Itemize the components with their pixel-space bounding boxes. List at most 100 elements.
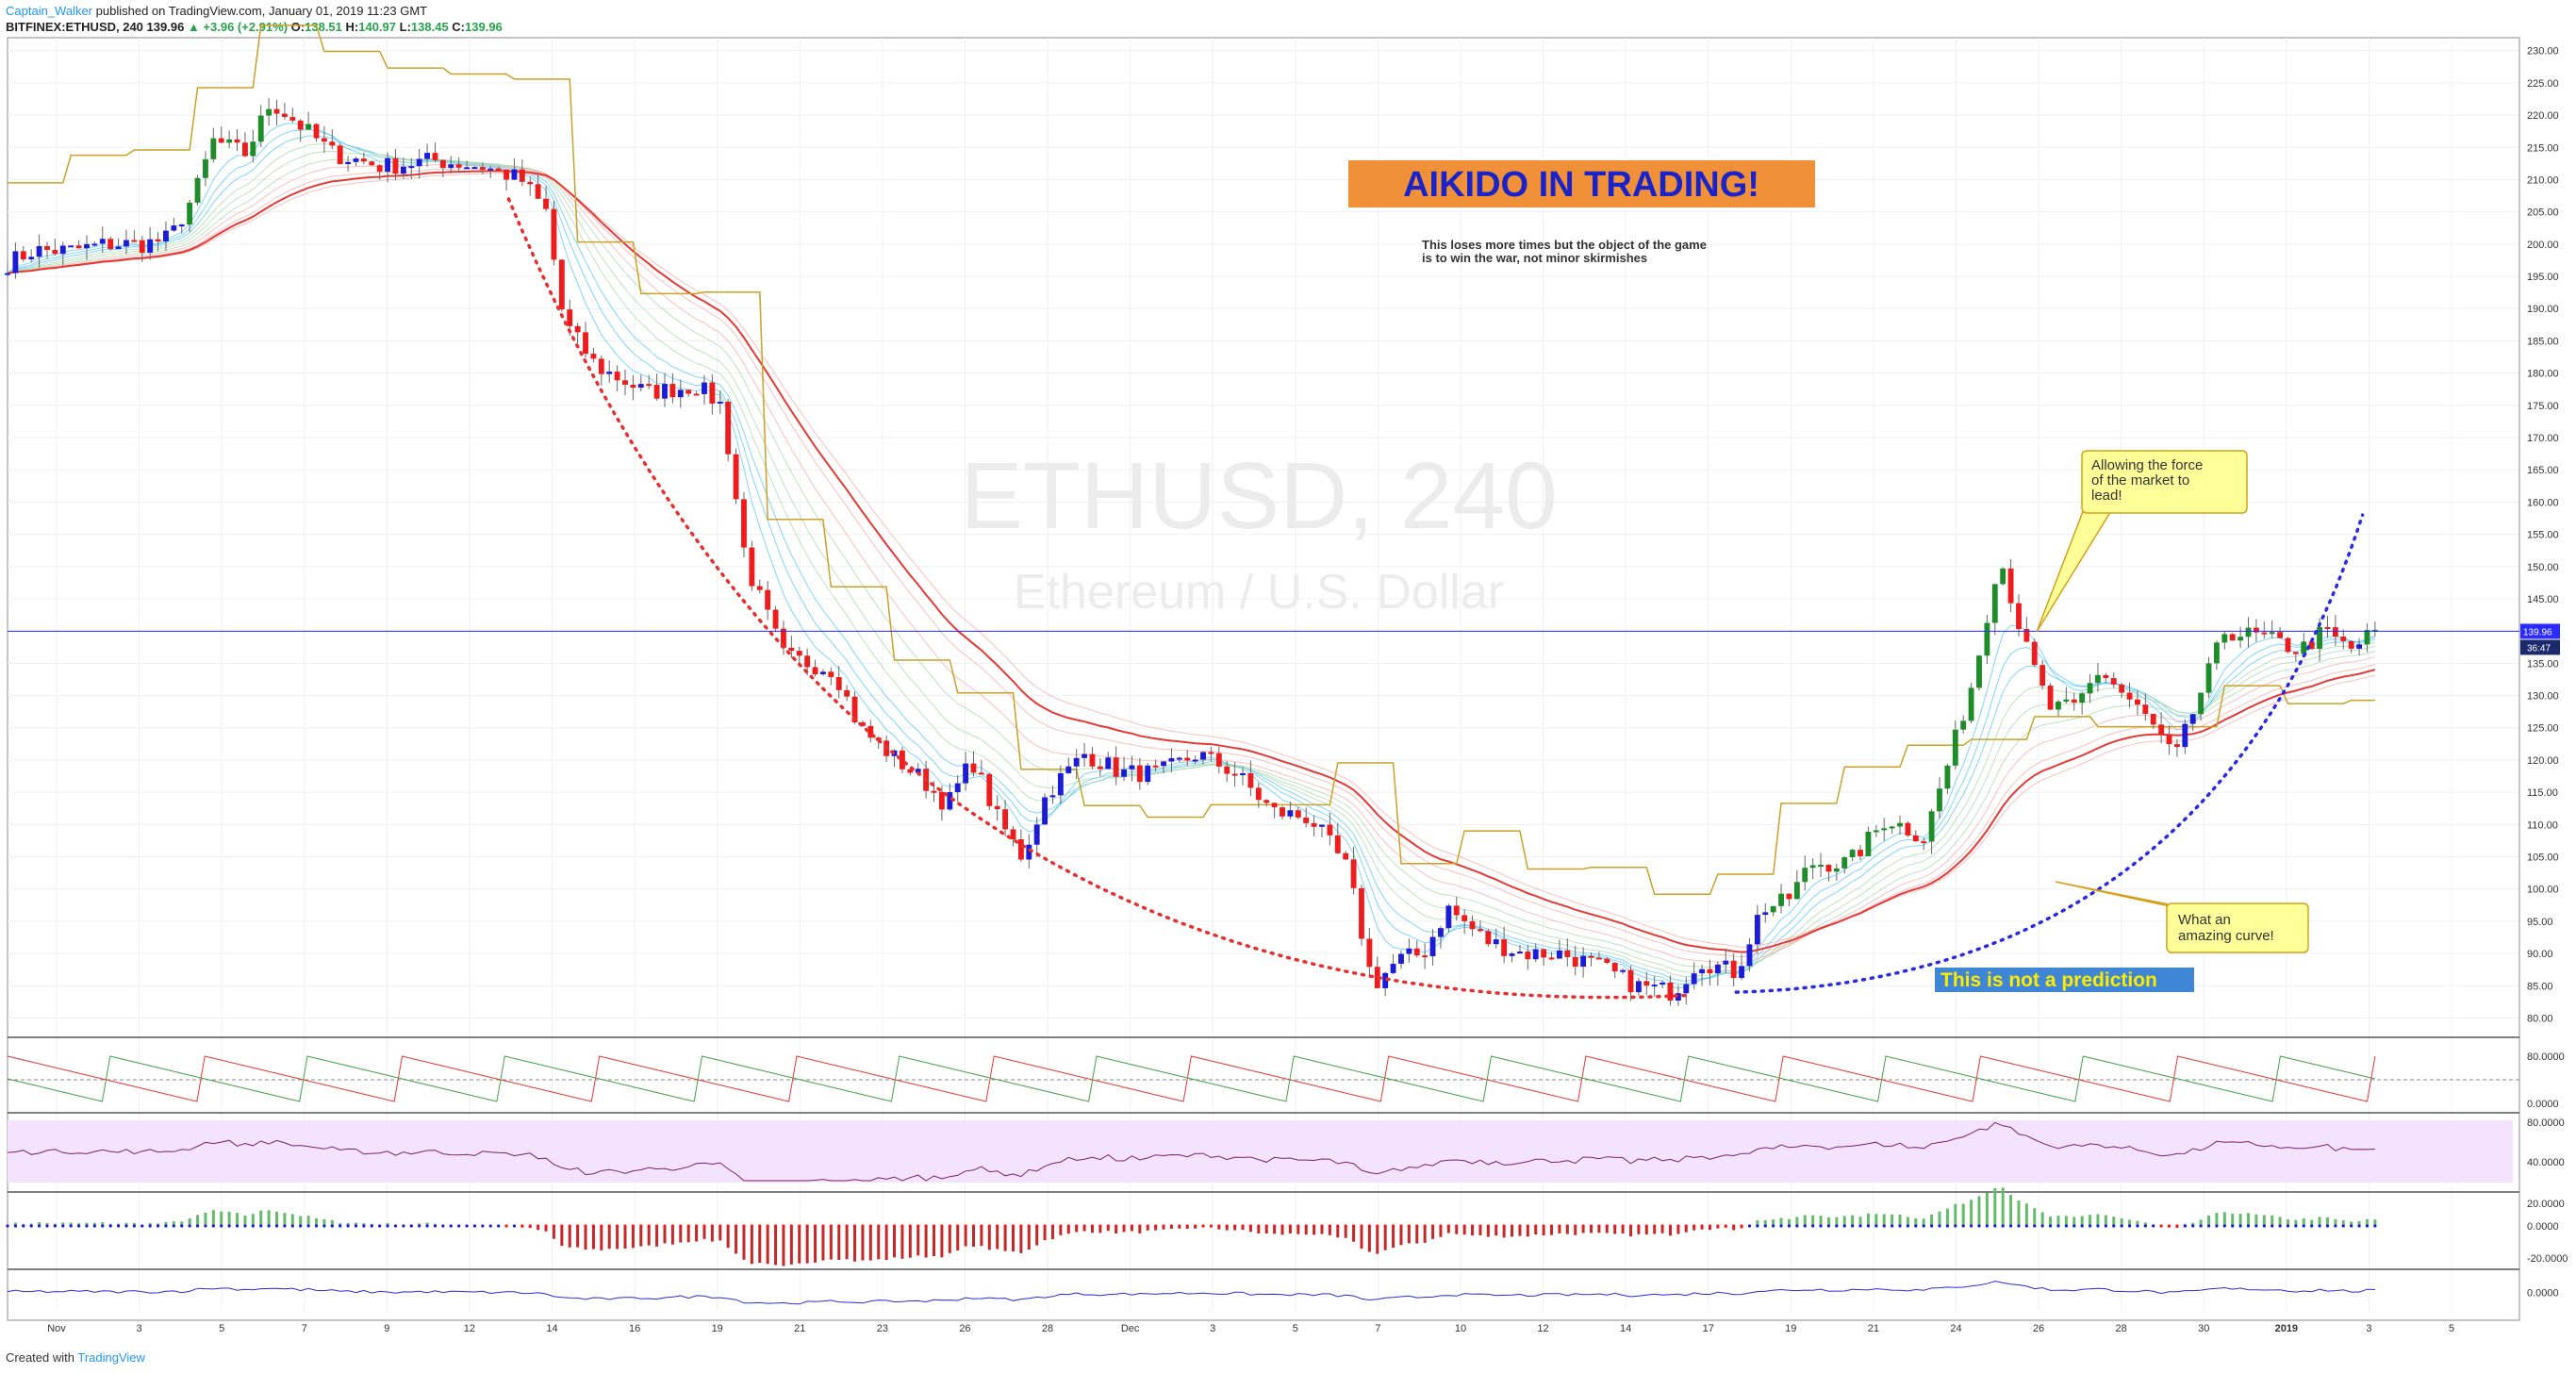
macd-bar bbox=[1732, 1226, 1736, 1231]
macd-dot bbox=[576, 1224, 580, 1228]
candle-body bbox=[2079, 693, 2086, 704]
candle-body bbox=[2253, 627, 2259, 633]
candle-body bbox=[337, 145, 343, 165]
candle-body bbox=[1921, 841, 1927, 844]
macd-bar bbox=[13, 1222, 17, 1226]
ma-ribbon bbox=[7, 122, 2376, 989]
candle-body bbox=[1865, 831, 1872, 856]
macd-dot bbox=[418, 1224, 421, 1228]
macd-dot bbox=[1391, 1224, 1395, 1228]
candle-body bbox=[2213, 642, 2220, 664]
disclaimer-text: This is not a prediction bbox=[1940, 969, 2157, 991]
open-value: 138.51 bbox=[305, 20, 342, 34]
macd-dot bbox=[1336, 1224, 1340, 1228]
candle-body bbox=[321, 138, 327, 142]
macd-bar bbox=[1066, 1226, 1070, 1234]
macd-bar bbox=[92, 1222, 96, 1226]
price-change: ▲ +3.96 (+2.91%) bbox=[187, 20, 289, 34]
macd-bar bbox=[1550, 1226, 1554, 1235]
time-tick-label: 5 bbox=[2449, 1323, 2454, 1334]
macd-dot bbox=[1075, 1224, 1079, 1228]
macd-dot bbox=[1296, 1224, 1300, 1228]
macd-bar bbox=[1970, 1200, 1973, 1226]
candle-body bbox=[392, 157, 399, 174]
macd-dot bbox=[132, 1224, 136, 1228]
macd-bar bbox=[1439, 1226, 1443, 1237]
candle-body bbox=[1350, 859, 1357, 888]
callout1-box bbox=[2081, 450, 2248, 514]
candle-body bbox=[241, 142, 248, 157]
tradingview-logo-text[interactable]: TradingView bbox=[77, 1350, 145, 1365]
macd-dot bbox=[124, 1224, 128, 1228]
macd-bar bbox=[2143, 1222, 2147, 1226]
candle-body bbox=[1478, 929, 1483, 932]
candle-body bbox=[84, 243, 90, 249]
candle-body bbox=[1746, 944, 1753, 967]
macd-dot bbox=[1478, 1224, 1482, 1228]
macd-dot bbox=[1851, 1224, 1855, 1228]
macd-dot bbox=[465, 1224, 469, 1228]
macd-dot bbox=[1367, 1224, 1371, 1228]
candle-body bbox=[1176, 757, 1182, 760]
macd-dot bbox=[694, 1224, 699, 1228]
macd-dot bbox=[1201, 1224, 1205, 1228]
candle-body bbox=[749, 547, 755, 587]
candle-body bbox=[59, 245, 66, 255]
candle-body bbox=[2324, 626, 2331, 629]
macd-dot bbox=[227, 1224, 231, 1228]
candle-body bbox=[2056, 701, 2061, 710]
candle-body bbox=[1991, 584, 1998, 623]
time-tick-label: 21 bbox=[794, 1323, 805, 1334]
macd-bar bbox=[1313, 1226, 1316, 1235]
candle-body bbox=[1049, 795, 1056, 798]
macd-bar bbox=[251, 1214, 255, 1226]
candle-body bbox=[1611, 963, 1618, 972]
macd-bar bbox=[1011, 1226, 1015, 1251]
macd-bar bbox=[211, 1210, 215, 1226]
candle-body bbox=[867, 725, 874, 738]
candle-body bbox=[788, 647, 795, 652]
price-tick-label: 195.00 bbox=[2527, 272, 2559, 283]
candle-body bbox=[1429, 936, 1436, 956]
macd-bar bbox=[330, 1219, 334, 1226]
candle-body bbox=[75, 245, 82, 249]
macd-bar bbox=[1851, 1215, 1855, 1226]
macd-dot bbox=[702, 1224, 706, 1228]
macd-dot bbox=[481, 1224, 485, 1228]
macd-dot bbox=[980, 1224, 983, 1228]
candle-body bbox=[1517, 952, 1523, 954]
candle-body bbox=[796, 651, 802, 656]
macd-dot bbox=[1969, 1224, 1973, 1228]
macd-dot bbox=[1779, 1224, 1783, 1228]
candle-body bbox=[781, 628, 786, 648]
subtitle-line2: is to win the war, not minor skirmishes bbox=[1422, 251, 1647, 265]
candle-body bbox=[1382, 972, 1389, 988]
candle-body bbox=[1136, 765, 1143, 783]
candle-body bbox=[194, 177, 201, 203]
macd-bar bbox=[2294, 1219, 2298, 1226]
macd-bar bbox=[2278, 1217, 2282, 1226]
candle-body bbox=[535, 184, 541, 199]
macd-dot bbox=[1518, 1224, 1522, 1228]
macd-bar bbox=[2072, 1217, 2076, 1226]
candle-body bbox=[551, 208, 557, 260]
macd-bar bbox=[204, 1212, 207, 1226]
price-tick-label: 110.00 bbox=[2527, 819, 2558, 831]
macd-dot bbox=[591, 1224, 596, 1228]
candle-body bbox=[1215, 753, 1222, 767]
macd-dot bbox=[1542, 1224, 1545, 1228]
footer: Created with TradingView bbox=[6, 1350, 145, 1365]
macd-bar bbox=[940, 1226, 944, 1258]
macd-bar bbox=[1597, 1226, 1601, 1233]
candle-body bbox=[741, 499, 747, 548]
candle-body bbox=[1026, 844, 1032, 860]
macd-dot bbox=[393, 1224, 398, 1228]
callout2-box bbox=[2166, 902, 2309, 953]
macd-bar bbox=[2112, 1217, 2116, 1226]
macd-dot bbox=[1510, 1224, 1514, 1228]
countdown-badge bbox=[2520, 639, 2560, 655]
macd-dot bbox=[2215, 1224, 2219, 1228]
disclaimer-box bbox=[1935, 968, 2194, 992]
author-link[interactable]: Captain_Walker bbox=[6, 4, 93, 18]
